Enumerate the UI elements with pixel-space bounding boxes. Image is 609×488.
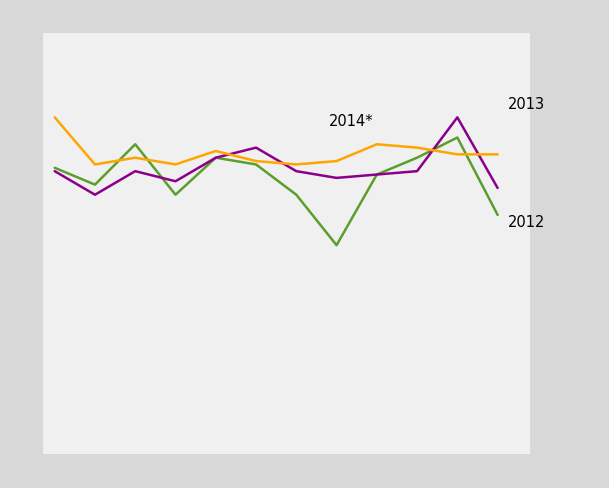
Text: 2013: 2013 (508, 97, 545, 112)
Text: 2014*: 2014* (328, 114, 373, 129)
Text: 2012: 2012 (508, 215, 545, 230)
